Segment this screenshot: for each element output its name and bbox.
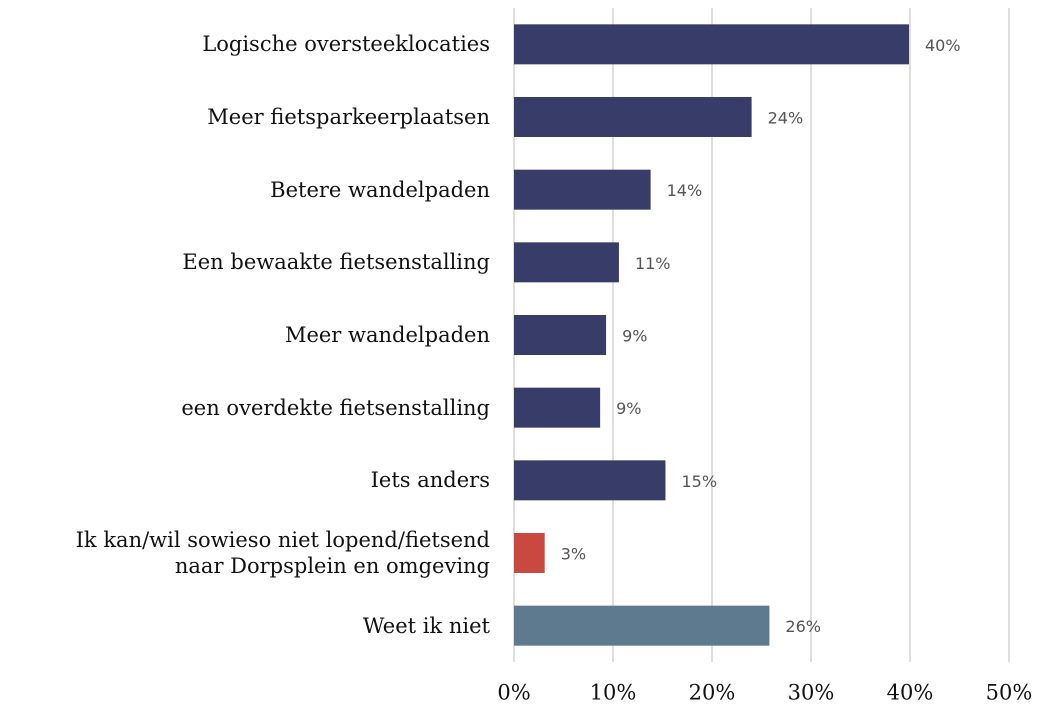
bar bbox=[514, 169, 651, 210]
value-label: 9% bbox=[616, 399, 641, 418]
y-tick-label: Een bewaakte fietsenstalling bbox=[182, 250, 490, 275]
bar bbox=[514, 24, 910, 65]
bar bbox=[514, 315, 607, 355]
x-tick-label: 30% bbox=[788, 681, 835, 705]
y-tick-label: Iets anders bbox=[370, 468, 490, 493]
y-tick-label: Betere wandelpaden bbox=[270, 177, 490, 202]
y-tick-label: Meer fietsparkeerplaatsen bbox=[207, 105, 490, 129]
value-label: 11% bbox=[635, 254, 671, 273]
value-label: 40% bbox=[925, 36, 961, 55]
bar bbox=[514, 533, 545, 573]
x-tick-label: 10% bbox=[590, 681, 637, 705]
bar bbox=[514, 242, 619, 283]
value-label: 3% bbox=[561, 545, 586, 564]
y-tick-label: een overdekte fietsenstalling bbox=[181, 395, 490, 420]
y-tick-label: Meer wandelpaden bbox=[284, 323, 490, 347]
y-tick-label: Weet ik niet bbox=[362, 613, 490, 638]
bar bbox=[514, 97, 752, 137]
value-label: 9% bbox=[622, 327, 647, 346]
value-label: 14% bbox=[667, 181, 703, 200]
y-tick-label: Logische oversteeklocaties bbox=[202, 32, 490, 57]
value-label: 24% bbox=[768, 109, 804, 128]
x-tick-label: 20% bbox=[689, 681, 736, 705]
x-tick-label: 0% bbox=[497, 681, 530, 705]
value-label: 15% bbox=[681, 472, 717, 491]
bar bbox=[514, 387, 601, 428]
bar bbox=[514, 605, 770, 646]
y-tick-label: Ik kan/wil sowieso niet lopend/fietsend … bbox=[75, 528, 490, 578]
x-tick-label: 50% bbox=[986, 681, 1033, 705]
x-tick-label: 40% bbox=[887, 681, 934, 705]
bar bbox=[514, 460, 666, 501]
value-label: 26% bbox=[785, 617, 821, 636]
